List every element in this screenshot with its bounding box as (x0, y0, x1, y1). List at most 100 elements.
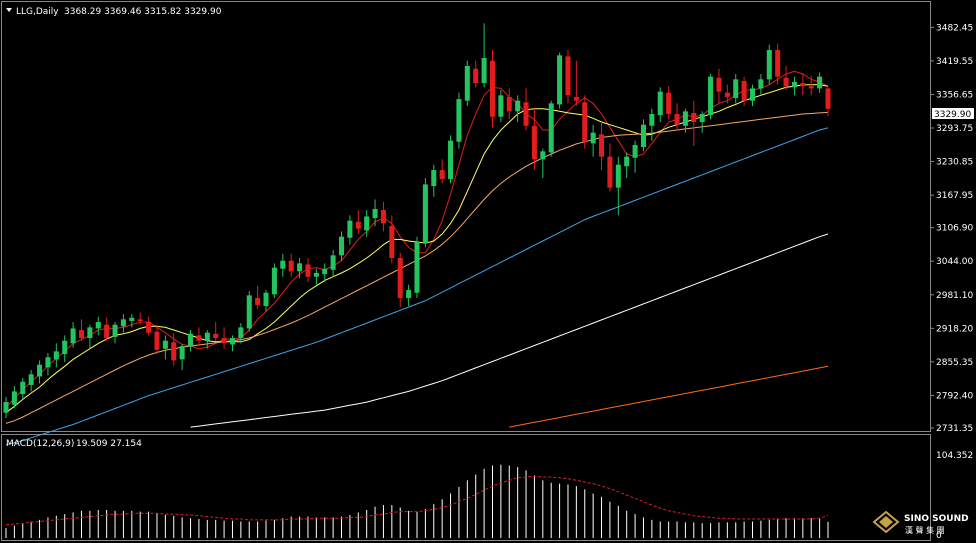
candle (439, 159, 445, 184)
candle (624, 152, 630, 179)
candle-body (691, 112, 697, 123)
candle-body (238, 327, 244, 339)
candle (146, 316, 152, 336)
candle-body (213, 333, 219, 339)
candle-body (431, 170, 437, 187)
candle (53, 343, 59, 368)
candle (557, 52, 563, 109)
candle-body (28, 374, 34, 385)
candle (481, 23, 487, 88)
candle-body (355, 221, 361, 229)
candle-body (473, 68, 479, 84)
candle (817, 72, 823, 93)
current-price-tag: 3329.90 (932, 108, 974, 120)
price-tick-label: 2918.20 (936, 324, 973, 334)
candle-body (70, 328, 76, 344)
candle-body (414, 242, 420, 293)
candle-body (531, 125, 537, 160)
candle-body (146, 322, 152, 333)
symbol-dropdown-icon[interactable] (6, 8, 12, 12)
candle (45, 352, 51, 376)
watermark-subtitle: 漢 聲 集 團 (905, 525, 945, 535)
candle-body (632, 144, 638, 158)
candle-body (364, 216, 370, 231)
candle (297, 258, 303, 279)
candle-body (800, 83, 806, 87)
candle (372, 199, 378, 227)
candle (599, 122, 605, 171)
candle (364, 210, 370, 237)
candle-body (716, 77, 722, 92)
candle (615, 156, 621, 216)
symbol-label[interactable]: LLG,Daily (16, 7, 59, 17)
candle-body (196, 335, 202, 341)
price-tick-label: 3293.75 (936, 124, 973, 134)
candle-body (271, 267, 277, 295)
candle (431, 164, 437, 197)
candle-body (120, 319, 126, 327)
candle-body (221, 338, 227, 344)
candle-body (615, 164, 621, 188)
candle (104, 317, 110, 341)
candle-body (741, 80, 747, 101)
candle-body (45, 357, 51, 368)
candle-body (666, 92, 672, 115)
candle-body (288, 260, 294, 272)
macd-label: MACD(12,26,9) (6, 439, 74, 449)
candle (548, 100, 554, 157)
candle-body (590, 132, 596, 144)
candle-body (607, 156, 613, 188)
candle-body (313, 272, 319, 277)
candle-body (322, 268, 328, 275)
candle (582, 95, 588, 149)
candle-body (766, 50, 772, 80)
candle-body (649, 114, 655, 126)
candle (716, 68, 722, 104)
candle (590, 124, 596, 157)
macd-axis: 104.352 0 (936, 451, 973, 541)
candle (238, 323, 244, 344)
candle (422, 178, 428, 248)
candle-body (37, 364, 43, 377)
candle (607, 143, 613, 192)
candle (800, 74, 806, 96)
candle-body (188, 333, 194, 347)
candle (162, 335, 168, 360)
candle-body (515, 100, 521, 112)
candle-body (506, 96, 512, 112)
candle (313, 268, 319, 285)
candle (271, 263, 277, 299)
ma-line-ma30 (5, 127, 829, 446)
candle (674, 103, 680, 131)
candle-body (489, 60, 496, 117)
candle (380, 202, 386, 232)
candle (3, 396, 9, 419)
candle-body (548, 103, 554, 153)
candle (649, 108, 655, 141)
ohlc-readout: 3368.29 3369.46 3315.82 3329.90 (64, 7, 222, 17)
candle-body (53, 351, 59, 360)
price-tick-label: 2981.10 (936, 291, 973, 301)
candle-body (95, 322, 101, 329)
candle-body (179, 346, 185, 360)
candle (11, 386, 17, 409)
candle-body (657, 91, 663, 116)
candle (305, 258, 311, 283)
candle (791, 76, 797, 96)
ma-line-ma120 (509, 365, 829, 428)
candle (406, 284, 412, 307)
candle (724, 84, 730, 104)
macd-tick-label: 0 (936, 531, 942, 541)
candle (129, 314, 135, 328)
price-tick-label: 2731.35 (936, 424, 973, 434)
candle (749, 84, 756, 107)
candle-body (129, 317, 135, 321)
candle (515, 95, 521, 123)
candle-body (372, 208, 378, 219)
candle (699, 111, 705, 133)
candle-body (3, 402, 9, 413)
price-tick-label: 2855.35 (936, 358, 973, 368)
candle (666, 86, 672, 120)
candle-body (229, 338, 235, 345)
candle (489, 50, 496, 128)
